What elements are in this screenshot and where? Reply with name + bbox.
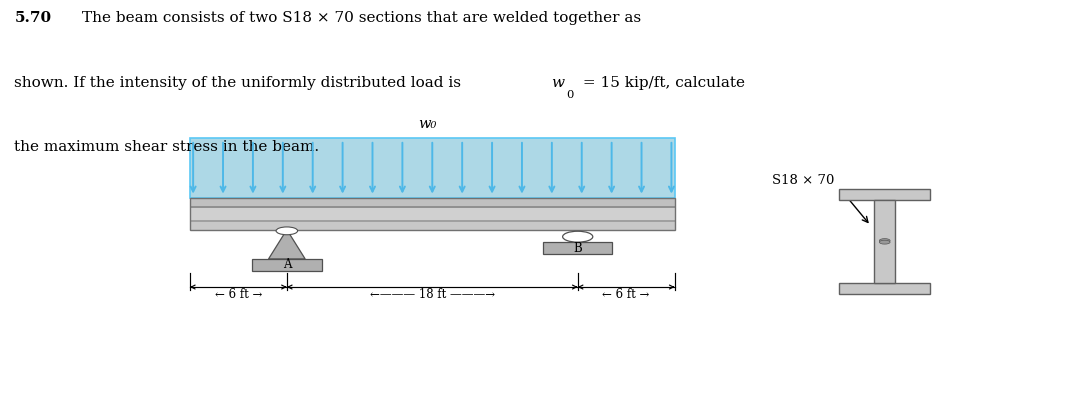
Text: 0: 0 <box>566 90 573 100</box>
Bar <box>190 138 675 198</box>
Bar <box>839 189 931 200</box>
Bar <box>190 206 675 208</box>
Circle shape <box>879 240 890 244</box>
Bar <box>190 222 675 230</box>
Bar <box>190 220 675 222</box>
Text: A: A <box>283 258 292 271</box>
Text: S18 × 70: S18 × 70 <box>771 174 834 187</box>
Bar <box>190 198 675 230</box>
Circle shape <box>563 231 593 242</box>
Bar <box>252 259 322 271</box>
Text: ← 6 ft →: ← 6 ft → <box>603 288 650 301</box>
Bar <box>839 283 931 294</box>
Text: The beam consists of two S18 × 70 sections that are welded together as: The beam consists of two S18 × 70 sectio… <box>82 11 642 25</box>
Circle shape <box>879 239 890 242</box>
Text: shown. If the intensity of the uniformly distributed load is: shown. If the intensity of the uniformly… <box>14 75 467 90</box>
Text: w: w <box>551 75 564 90</box>
Bar <box>874 200 895 283</box>
Text: the maximum shear stress in the beam.: the maximum shear stress in the beam. <box>14 140 320 154</box>
Text: 5.70: 5.70 <box>14 11 52 25</box>
Text: ←——— 18 ft ———→: ←——— 18 ft ———→ <box>369 288 495 301</box>
Bar <box>543 242 612 254</box>
Text: ← 6 ft →: ← 6 ft → <box>215 288 262 301</box>
Bar <box>190 208 675 220</box>
Bar <box>190 198 675 206</box>
Text: = 15 kip/ft, calculate: = 15 kip/ft, calculate <box>578 75 745 90</box>
Circle shape <box>276 227 298 235</box>
Text: B: B <box>573 242 582 255</box>
Polygon shape <box>269 230 306 259</box>
Text: w₀: w₀ <box>418 117 436 131</box>
